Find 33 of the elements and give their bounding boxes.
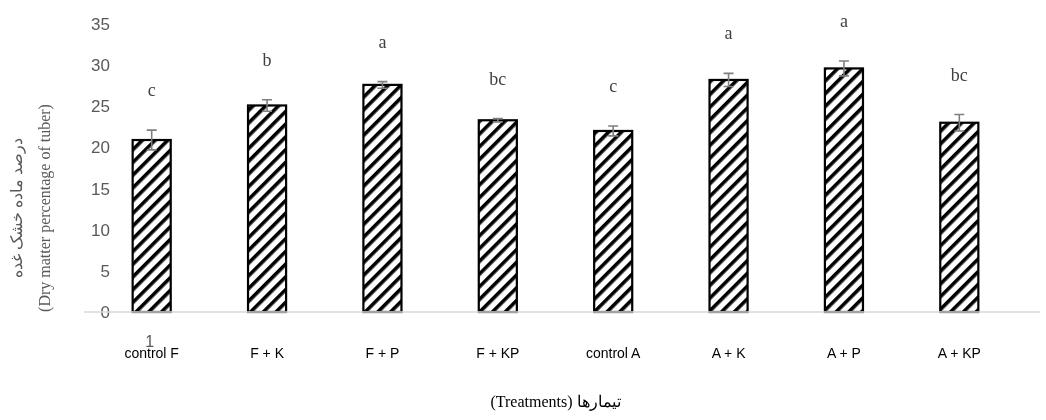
annotation: a: [378, 31, 387, 52]
x-tick-label: A + P: [827, 345, 861, 361]
bar: [246, 104, 288, 314]
bar: [131, 138, 172, 314]
bar: [708, 78, 749, 314]
bar: [362, 83, 403, 314]
y-tick-label: 35: [91, 15, 110, 34]
annotation: c: [609, 76, 618, 97]
x-tick-label: control F: [124, 345, 179, 361]
annotation: b: [262, 49, 272, 70]
bar: [593, 129, 634, 314]
bar: [477, 119, 518, 314]
x-tick-label: F + K: [250, 345, 285, 361]
x-tick-label: F + P: [365, 345, 400, 361]
bar: [939, 121, 980, 314]
y-tick-label: 30: [91, 56, 110, 76]
y-tick-label: 10: [91, 220, 110, 240]
annotation: a: [724, 23, 733, 44]
y-tick-label: 15: [91, 179, 110, 199]
annotation: bc: [950, 64, 968, 85]
annotation: a: [839, 11, 848, 32]
x-tick-label: A + K: [711, 345, 747, 361]
bar: [823, 67, 865, 314]
y-tick-label: 5: [100, 261, 110, 281]
x-tick-label: control A: [585, 345, 642, 361]
x-tick-label: F + KP: [476, 345, 520, 361]
x-tick-label: A + KP: [937, 345, 981, 361]
y-tick-label: 25: [91, 97, 110, 117]
x-axis-title: تیمارها (Treatments): [490, 393, 621, 411]
annotation: c: [147, 80, 156, 101]
y-tick-label: 0: [100, 303, 110, 322]
y-tick-label: 20: [91, 138, 110, 158]
annotation: bc: [489, 68, 507, 89]
